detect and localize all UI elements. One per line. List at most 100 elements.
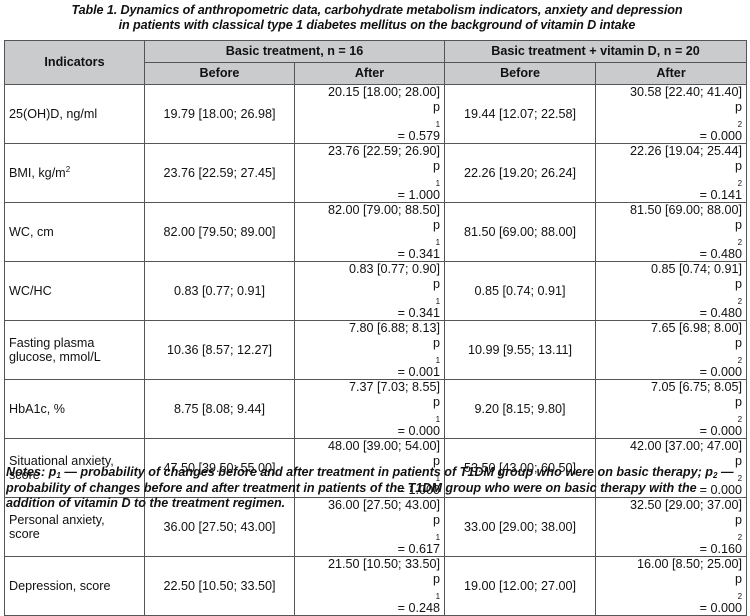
g2-before-cell: 22.26 [19.20; 26.24]	[444, 143, 597, 203]
g2-before-cell: 0.85 [0.74; 0.91]	[444, 261, 597, 321]
header-group-vitamin-d: Basic treatment + vitamin D, n = 20	[444, 40, 748, 63]
g2-after-value: 42.00 [37.00; 47.00]	[629, 439, 743, 453]
g2-after-value: 81.50 [69.00; 88.00]	[629, 203, 743, 217]
indicator-cell: BMI, kg/m2	[4, 143, 145, 203]
g2-after-value: 0.85 [0.74; 0.91]	[651, 262, 743, 276]
header-row-periods: Before After Before After	[5, 62, 748, 85]
g2-before-cell: 19.44 [12.07; 22.58]	[444, 84, 597, 144]
g1-before-cell: 47.50 [39.50; 55.00]	[144, 438, 295, 498]
indicator-label: Situational anxiety, score	[9, 453, 114, 483]
header-row-groups: Indicators Basic treatment, n = 16 Basic…	[4, 40, 748, 85]
indicator-cell: Depression, score	[4, 556, 145, 616]
g1-before-cell: 23.76 [22.59; 27.45]	[144, 143, 295, 203]
table-row: WC, cm 82.00 [79.50; 89.00] 82.00 [79.00…	[4, 202, 748, 262]
g1-before-cell: 22.50 [10.50; 33.50]	[144, 556, 295, 616]
g1-before-cell: 10.36 [8.57; 12.27]	[144, 320, 295, 380]
indicator-cell: 25(OH)D, ng/ml	[4, 84, 145, 144]
g1-after-value: 36.00 [27.50; 43.00]	[327, 498, 441, 512]
header-after-basic: After	[293, 62, 446, 85]
caption-line-2: in patients with classical type 1 diabet…	[118, 18, 636, 32]
g2-before-cell: 81.50 [69.00; 88.00]	[444, 202, 597, 262]
indicator-cell: WC, cm	[4, 202, 145, 262]
header-group-basic: Basic treatment, n = 16	[143, 40, 446, 63]
indicator-cell: WC/HC	[4, 261, 145, 321]
header-before-basic: Before	[144, 62, 295, 85]
g2-after-value: 16.00 [8.50; 25.00]	[636, 557, 743, 571]
g1-before-cell: 0.83 [0.77; 0.91]	[144, 261, 295, 321]
table-caption: Table 1. Dynamics of anthropometric data…	[6, 3, 748, 33]
g1-after-value: 7.80 [6.88; 8.13]	[348, 321, 441, 335]
table-notes: Notes: p1 — probability of changes befor…	[6, 465, 734, 511]
table-row: 25(OH)D, ng/ml 19.79 [18.00; 26.98] 20.1…	[4, 84, 748, 144]
indicator-label: WC, cm	[9, 224, 54, 239]
table-row: WC/HC 0.83 [0.77; 0.91] 0.83 [0.77; 0.90…	[4, 261, 748, 321]
indicator-label: Personal anxiety, score	[9, 512, 105, 542]
g2-after-value: 7.65 [6.98; 8.00]	[651, 321, 743, 335]
indicator-label: Fasting plasma glucose, mmol/L	[9, 335, 101, 365]
g1-after-value: 23.76 [22.59; 26.90]	[327, 144, 441, 158]
indicator-label: BMI, kg/m2	[9, 164, 71, 180]
g2-after-value: 22.26 [19.04; 25.44]	[629, 144, 743, 158]
table-row: BMI, kg/m2 23.76 [22.59; 27.45] 23.76 [2…	[4, 143, 748, 203]
g1-after-value: 82.00 [79.00; 88.50]	[327, 203, 441, 217]
indicator-cell: Fasting plasma glucose, mmol/L	[4, 320, 145, 380]
header-after-vitamin-d: After	[595, 62, 748, 85]
g1-after-value: 48.00 [39.00; 54.00]	[327, 439, 441, 453]
data-table: Indicators Basic treatment, n = 16 Basic…	[4, 40, 748, 616]
g1-after-value: 21.50 [10.50; 33.50]	[327, 557, 441, 571]
g1-before-cell: 82.00 [79.50; 89.00]	[144, 202, 295, 262]
g2-before-cell: 9.20 [8.15; 9.80]	[444, 379, 597, 439]
g1-after-value: 7.37 [7.03; 8.55]	[348, 380, 441, 394]
table-row: Fasting plasma glucose, mmol/L 10.36 [8.5…	[4, 320, 748, 380]
g2-after-value: 7.05 [6.75; 8.05]	[651, 380, 743, 394]
g1-before-cell: 8.75 [8.08; 9.44]	[144, 379, 295, 439]
g1-after-value: 0.83 [0.77; 0.90]	[348, 262, 441, 276]
g2-before-cell: 10.99 [9.55; 13.11]	[444, 320, 597, 380]
indicator-label: WC/HC	[9, 283, 52, 298]
indicator-cell: HbA1c, %	[4, 379, 145, 439]
indicator-label: 25(OH)D, ng/ml	[9, 106, 98, 121]
table-row: HbA1c, % 8.75 [8.08; 9.44] 7.37 [7.03; 8…	[4, 379, 748, 439]
indicator-label: Depression, score	[9, 578, 111, 593]
header-before-vitamin-d: Before	[444, 62, 597, 85]
table-row: Depression, score 22.50 [10.50; 33.50] 2…	[4, 556, 748, 616]
indicator-label: HbA1c, %	[9, 401, 65, 416]
g1-before-cell: 19.79 [18.00; 26.98]	[144, 84, 295, 144]
caption-line-1: Table 1. Dynamics of anthropometric data…	[71, 3, 683, 17]
g2-after-value: 30.58 [22.40; 41.40]	[629, 85, 743, 99]
g1-after-value: 20.15 [18.00; 28.00]	[327, 85, 441, 99]
g2-before-cell: 53.50 [43.00; 60.50]	[444, 438, 597, 498]
